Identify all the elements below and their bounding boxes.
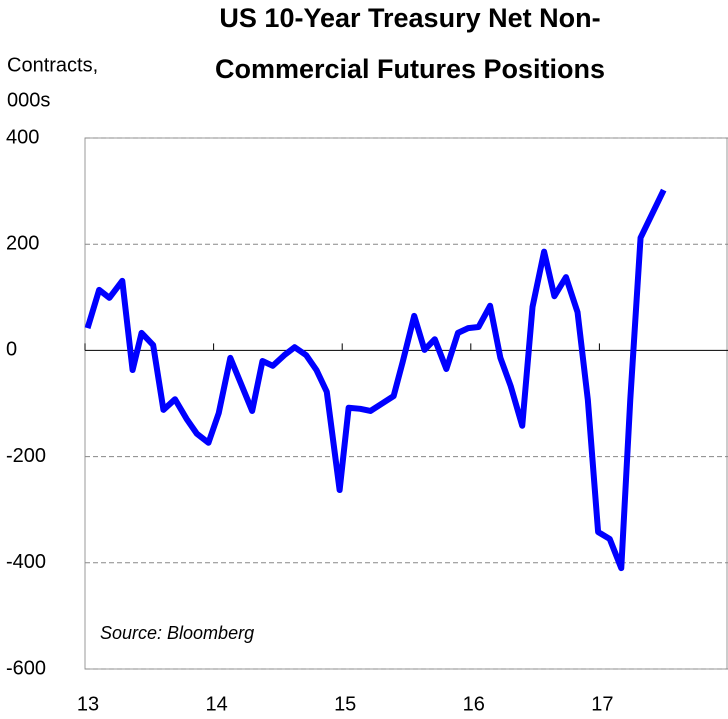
y-tick-label: 400 <box>6 126 39 148</box>
data-line <box>84 188 667 572</box>
chart-title: US 10-Year Treasury Net Non- <box>219 3 600 33</box>
y-axis-label: Contracts, <box>7 54 98 76</box>
y-tick-label: 0 <box>6 339 17 361</box>
y-tick-label: -600 <box>6 657 46 679</box>
x-tick-label: 14 <box>205 693 227 715</box>
x-tick-label: 13 <box>77 693 99 715</box>
y-tick-label: -200 <box>6 445 46 467</box>
y-tick-label: 200 <box>6 232 39 254</box>
y-tick-label: -400 <box>6 551 46 573</box>
x-tick-label: 17 <box>591 693 613 715</box>
annotation: Source: Bloomberg <box>100 623 254 643</box>
y-axis-label: 000s <box>7 89 50 111</box>
chart-title: Commercial Futures Positions <box>215 54 605 84</box>
x-tick-label: 15 <box>334 693 356 715</box>
x-tick-label: 16 <box>463 693 485 715</box>
